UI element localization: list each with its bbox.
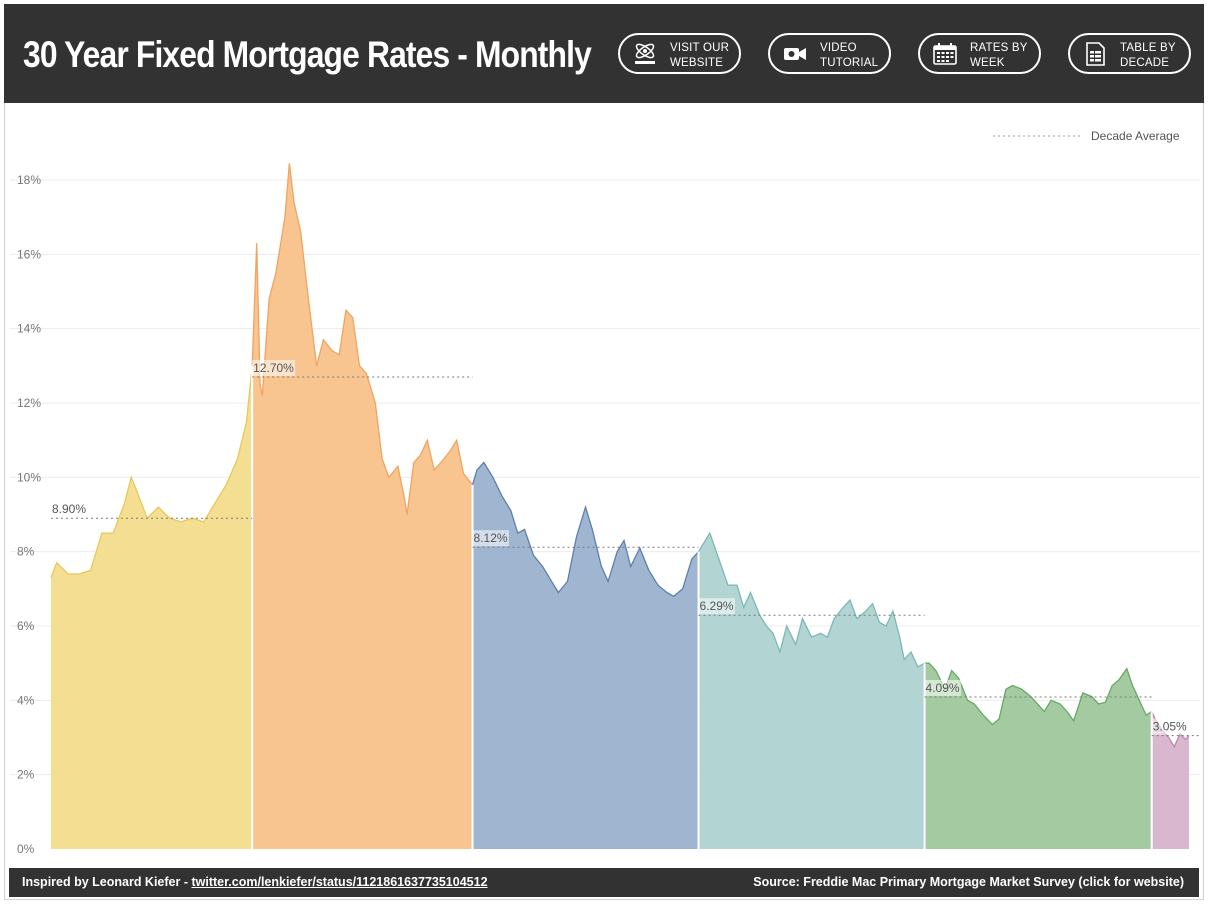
visit-website-button[interactable]: VISIT OUR WEBSITE: [618, 33, 741, 74]
average-label-2010-2019: 4.09%: [926, 681, 960, 695]
legend-decade-average-label: Decade Average: [1091, 129, 1180, 143]
video-tutorial-button[interactable]: VIDEO TUTORIAL: [768, 33, 891, 74]
footer-bar: Inspired by Leonard Kiefer - twitter.com…: [9, 868, 1199, 897]
y-tick-label: 12%: [17, 396, 41, 410]
rates-by-week-label: RATES BY WEEK: [970, 42, 1028, 69]
y-tick-label: 2%: [17, 768, 35, 782]
video-tutorial-label: VIDEO TUTORIAL: [820, 42, 879, 69]
area-1971-1979[interactable]: [51, 365, 253, 849]
chart-legend: Decade Average: [993, 129, 1180, 143]
average-label-1971-1979: 8.90%: [52, 502, 86, 516]
average-label-bg: [252, 359, 296, 376]
average-label-bg: [472, 530, 509, 547]
average-label-2020-2021: 3.05%: [1153, 720, 1187, 734]
area-2010-2019[interactable]: [924, 663, 1152, 849]
average-label-bg: [924, 679, 961, 696]
y-tick-label: 18%: [17, 173, 41, 187]
y-tick-label: 14%: [17, 322, 41, 336]
decade-average-lines: 8.90% 12.70% 8.12% 6.29% 4.09% 3.05%: [51, 359, 1199, 737]
video-camera-icon: [784, 48, 806, 60]
y-tick-label: 16%: [17, 247, 41, 261]
rates-by-week-button[interactable]: RATES BY WEEK: [918, 33, 1041, 74]
decade-areas: [50, 163, 1190, 850]
y-tick-label: 8%: [17, 545, 35, 559]
rds-logo-icon: [635, 43, 655, 64]
area-2020-2021[interactable]: [1151, 711, 1189, 850]
line-2000-2009: [697, 531, 925, 668]
credit-prefix: Inspired by Leonard Kiefer -: [22, 875, 192, 889]
area-1980-1989[interactable]: [252, 163, 473, 850]
area-1990-1999[interactable]: [472, 462, 699, 850]
footer-credit: Inspired by Leonard Kiefer - twitter.com…: [22, 875, 488, 889]
y-tick-label: 10%: [17, 470, 41, 484]
calendar-icon: [933, 43, 957, 65]
y-tick-label: 0%: [17, 842, 35, 856]
credit-link[interactable]: twitter.com/lenkiefer/status/11218616377…: [191, 875, 488, 889]
page-title: 30 Year Fixed Mortgage Rates - Monthly: [23, 34, 592, 75]
y-axis: 0% 2% 4% 6% 8% 10% 12% 14% 16% 18%: [17, 173, 41, 856]
average-label-1980-1989: 12.70%: [253, 361, 294, 375]
table-by-decade-label: TABLE BY DECADE: [1120, 42, 1176, 69]
source-link[interactable]: Source: Freddie Mac Primary Mortgage Mar…: [753, 875, 1184, 889]
average-label-bg: [698, 598, 735, 615]
area-2000-2009[interactable]: [698, 533, 925, 849]
table-by-decade-button[interactable]: TABLE BY DECADE: [1068, 33, 1191, 74]
line-1980-1989: [251, 163, 474, 515]
header-bar: 30 Year Fixed Mortgage Rates - Monthly V…: [4, 4, 1204, 103]
average-label-bg: [1151, 718, 1189, 735]
table-document-icon: [1086, 42, 1105, 66]
visit-website-label: VISIT OUR WEBSITE: [670, 42, 730, 69]
average-label-bg: [51, 501, 88, 518]
mortgage-rate-chart: 8.90% 12.70% 8.12% 6.29% 4.09% 3.05% 0% 2% 4% 6%…: [10, 129, 1200, 856]
y-tick-label: 6%: [17, 619, 35, 633]
average-label-2000-2009: 6.29%: [700, 599, 734, 613]
y-tick-label: 4%: [17, 693, 35, 707]
average-label-1990-1999: 8.12%: [474, 531, 508, 545]
line-1990-1999: [471, 461, 699, 598]
